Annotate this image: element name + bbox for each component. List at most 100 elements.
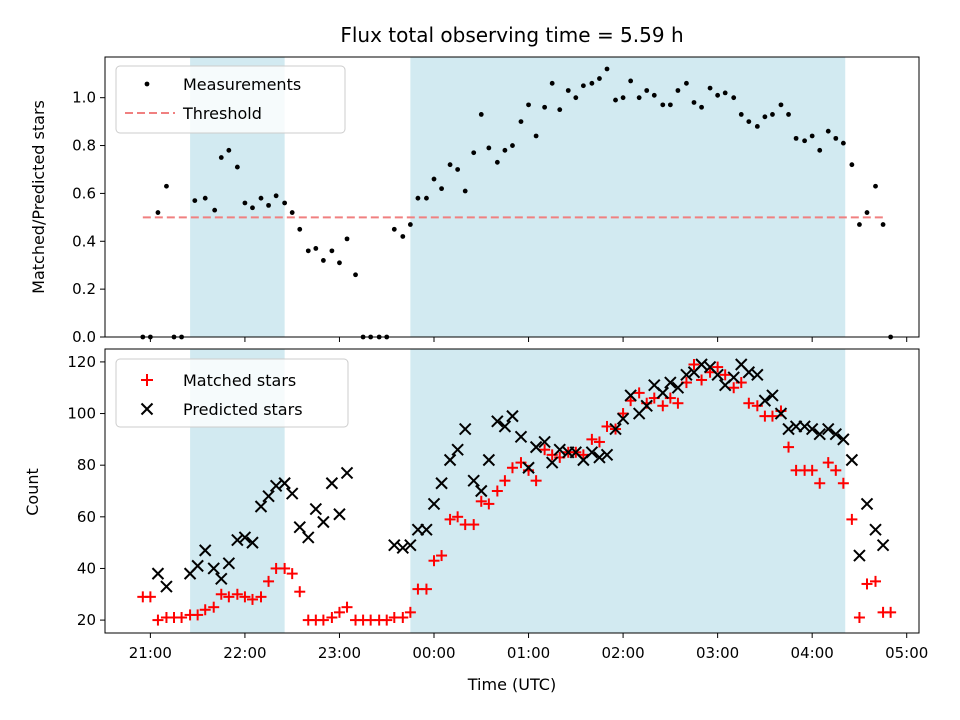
matched-star-point <box>539 444 551 456</box>
matched-star-point <box>506 462 518 474</box>
predicted-star-point <box>751 368 764 382</box>
x-tick-label: 04:00 <box>791 644 834 662</box>
measurement-point <box>297 226 303 232</box>
y-tick-label: 60 <box>77 508 96 526</box>
matched-star-point <box>672 397 684 409</box>
measurement-point <box>793 135 799 141</box>
predicted-star-point <box>498 420 512 433</box>
predicted-star-point <box>207 562 220 575</box>
legend-label-threshold: Threshold <box>182 104 262 123</box>
measurement-point <box>597 76 602 81</box>
matched-star-point <box>468 519 480 531</box>
matched-star-point <box>223 591 235 603</box>
predicted-star-point <box>269 479 283 493</box>
y-tick-label: 40 <box>77 559 96 577</box>
measurement-point <box>817 147 823 153</box>
measurement-point <box>809 133 815 139</box>
matched-star-point <box>688 358 700 370</box>
y-axis-label-top: Matched/Predicted stars <box>29 100 48 294</box>
predicted-star-point <box>404 539 417 552</box>
predicted-star-point <box>671 381 685 394</box>
measurement-point <box>699 104 704 110</box>
x-tick-label: 01:00 <box>507 644 550 662</box>
matched-star-point <box>294 586 306 598</box>
predicted-star-point <box>593 451 606 464</box>
measurement-point <box>518 119 524 125</box>
measurement-point <box>447 162 453 168</box>
measurement-point <box>549 80 555 86</box>
measurement-point <box>604 66 610 72</box>
matched-star-point <box>231 588 243 600</box>
measurement-point <box>589 80 595 86</box>
measurement-point <box>329 248 335 254</box>
matched-star-point <box>246 593 258 605</box>
predicted-star-point <box>435 477 448 490</box>
matched-star-point <box>625 395 637 407</box>
matched-star-point <box>475 495 487 507</box>
measurement-point <box>628 78 634 84</box>
measurement-point <box>707 85 713 91</box>
matched-star-point <box>333 606 345 618</box>
predicted-star-point <box>458 422 472 436</box>
x-tick-label: 05:00 <box>885 644 928 662</box>
axes-frame-bottom <box>104 348 920 634</box>
measurement-point <box>557 107 563 113</box>
y-ticks-top: 0.0 0.2 0.4 0.6 0.8 1.0 <box>72 89 105 346</box>
matched-star-point <box>814 477 826 489</box>
matched-star-point <box>822 457 834 469</box>
predicted-star-point <box>553 443 566 456</box>
predicted-star-point <box>246 536 259 549</box>
measurement-point <box>802 138 808 144</box>
predicted-star-point <box>151 567 165 580</box>
predicted-star-point <box>813 427 826 441</box>
measurement-point <box>510 143 515 148</box>
measurement-point <box>250 205 255 211</box>
predicted-star-point <box>609 422 622 436</box>
predicted-star-point <box>860 497 874 511</box>
predicted-star-point <box>231 533 244 547</box>
measurement-point <box>462 188 468 194</box>
predicted-star-point <box>695 358 708 371</box>
x-ticks-bottom: 21:00 22:00 23:00 00:00 01:00 02:00 03:00 04:00… <box>129 633 928 662</box>
predicted-star-point <box>522 461 535 474</box>
measurement-point <box>455 167 461 172</box>
matched-star-point <box>766 410 778 422</box>
matched-star-point <box>317 614 329 626</box>
matched-star-point <box>420 583 432 595</box>
predicted-star-point <box>585 446 599 459</box>
x-tick-label: 00:00 <box>412 644 455 662</box>
chart-title: Flux total observing time = 5.59 h <box>340 23 683 47</box>
predicted-star-point <box>467 474 480 487</box>
matched-star-point <box>743 397 755 409</box>
predicted-star-point <box>222 557 236 570</box>
measurement-point <box>212 207 218 213</box>
matched-star-point <box>830 464 842 476</box>
predicted-star-point <box>869 523 882 536</box>
predicted-star-point <box>191 559 204 573</box>
matched-star-point <box>846 513 858 525</box>
measurement-point <box>289 210 295 215</box>
predicted-star-point <box>782 422 795 436</box>
matched-star-point <box>719 369 731 381</box>
measurement-point <box>770 112 775 117</box>
predicted-star-point <box>545 456 559 469</box>
legend-marker-measurements <box>144 81 150 87</box>
predicted-star-point <box>680 368 693 382</box>
measurement-point <box>424 195 429 201</box>
y-tick-label: 1.0 <box>72 89 96 107</box>
x-tick-label: 22:00 <box>223 644 266 662</box>
measurement-point <box>202 195 208 201</box>
predicted-star-point <box>640 399 653 413</box>
predicted-star-point <box>837 433 850 446</box>
measurement-point <box>313 246 319 251</box>
predicted-star-point <box>822 422 835 436</box>
predicted-star-point <box>805 422 819 436</box>
predicted-star-point <box>766 389 779 402</box>
matched-star-point <box>404 606 416 618</box>
matched-star-point <box>428 555 440 567</box>
matched-star-point <box>885 606 897 618</box>
matched-star-point <box>279 562 291 574</box>
predicted-star-point <box>845 453 859 467</box>
measurement-point <box>660 102 666 108</box>
legend-box-top <box>115 65 346 134</box>
